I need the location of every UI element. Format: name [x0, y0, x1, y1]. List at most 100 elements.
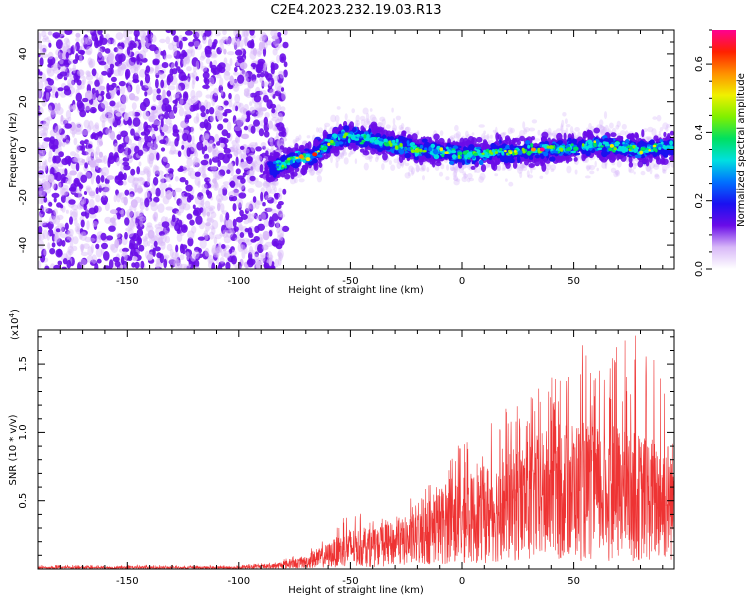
- spectrogram-cell: [633, 171, 636, 175]
- spectrogram-cell: [158, 113, 165, 121]
- spectrogram-cell: [196, 141, 204, 151]
- spectrogram-cell: [192, 209, 199, 216]
- spectrogram-cell: [73, 153, 80, 163]
- spectrogram-cell: [470, 165, 476, 170]
- spectrogram-cell: [193, 116, 200, 124]
- spectrogram-cell: [46, 231, 50, 241]
- spectrogram-cell: [205, 94, 211, 99]
- spectrogram-cell: [120, 264, 124, 269]
- spectrogram-cell: [85, 74, 94, 81]
- spectrogram-cell: [211, 98, 216, 107]
- spectrogram-cell: [274, 258, 280, 268]
- spectrogram-cell: [163, 254, 170, 259]
- spectrogram-cell: [106, 38, 111, 46]
- spectrogram-cell: [279, 137, 285, 146]
- spectrogram-cell: [51, 181, 56, 190]
- spectrogram-cell: [76, 100, 84, 109]
- spectrogram-cell: [49, 248, 56, 255]
- spectrogram-cell: [215, 31, 221, 37]
- spectrogram-cell: [184, 102, 191, 111]
- spectrogram-cell: [216, 141, 221, 146]
- spectrogram-cell: [236, 55, 244, 60]
- spectrogram-cell: [51, 242, 56, 248]
- spectrogram-cell: [131, 102, 137, 110]
- spectrogram-cell: [178, 53, 185, 60]
- spectrogram-cell: [136, 166, 141, 175]
- spectrogram-cell: [268, 120, 273, 130]
- spectrogram-cell: [108, 259, 114, 269]
- spectrogram-cell: [185, 248, 190, 254]
- spectrogram-cell: [531, 119, 538, 124]
- spectrogram-cell: [60, 133, 67, 140]
- spectrogram-cell: [92, 100, 99, 107]
- spectrogram-cell: [186, 48, 194, 54]
- spectrogram-cell: [45, 85, 53, 90]
- spectrogram-cell: [157, 236, 163, 245]
- spectrogram-cell: [195, 76, 199, 82]
- spectrogram-cell: [208, 207, 214, 212]
- spectrogram-cell: [124, 217, 130, 226]
- spectrogram-cell: [91, 108, 96, 114]
- spectrogram-cell: [658, 130, 662, 135]
- spectrogram-cell: [172, 48, 177, 57]
- spectrogram-cell: [603, 111, 608, 120]
- spectrogram-cell: [143, 128, 151, 136]
- spectrogram-cell: [72, 59, 78, 64]
- spectrogram-cell: [258, 128, 265, 137]
- spectrogram-cell: [483, 135, 490, 140]
- spectrogram-cell: [127, 83, 133, 93]
- spectrogram-cell: [235, 156, 239, 167]
- spectrogram-cell: [138, 30, 147, 38]
- spectrogram-cell: [222, 112, 227, 117]
- spectrogram-cell: [68, 248, 73, 254]
- spectrogram-cell: [215, 247, 222, 253]
- spectrogram-cell: [229, 233, 238, 241]
- spectrogram-cell: [133, 222, 139, 227]
- spectrogram-cell: [73, 137, 78, 146]
- spectrogram-cell: [599, 124, 603, 130]
- spectrogram-cell: [212, 150, 217, 158]
- spectrogram-cell: [48, 42, 52, 48]
- spectrogram-cell: [359, 148, 365, 153]
- spectrogram-cell: [83, 204, 87, 211]
- spectrogram-cell: [519, 171, 523, 179]
- spectrogram-cell: [89, 160, 97, 168]
- spectrogram-cell: [239, 232, 245, 238]
- spectrogram-cell: [476, 136, 483, 143]
- spectrogram-cell: [550, 168, 555, 172]
- spectrogram-cell: [234, 137, 239, 143]
- spectrogram-cell: [234, 66, 238, 73]
- spectrogram-cell: [52, 138, 59, 148]
- spectrogram-cell: [242, 172, 246, 177]
- spectrogram-cell: [264, 207, 273, 212]
- spectrogram-cell: [223, 235, 232, 244]
- spectrogram-cell: [248, 203, 254, 212]
- spectrogram-cell: [243, 88, 250, 97]
- spectrogram-cell: [125, 68, 131, 79]
- spectrogram-cell: [214, 179, 218, 189]
- spectrogram-cell: [152, 176, 159, 186]
- spectrogram-cell: [280, 106, 286, 112]
- spectrogram-cell: [85, 170, 93, 179]
- spectrogram-cell: [41, 141, 49, 149]
- spectrogram-cell: [81, 159, 86, 164]
- spectrogram-cell: [179, 177, 186, 183]
- spectrogram-cell: [200, 199, 205, 207]
- spectrogram-cell: [51, 233, 56, 242]
- spectrogram-cell: [155, 78, 159, 89]
- spectrogram-cell: [241, 70, 246, 75]
- spectrogram-cell: [199, 55, 205, 61]
- spectrogram-cell: [103, 155, 108, 165]
- spectrogram-cell: [96, 258, 102, 264]
- spectrogram-cell: [91, 254, 98, 264]
- spectrogram-cell: [660, 157, 666, 165]
- spectrogram-cell: [80, 211, 87, 217]
- spectrogram-cell: [136, 228, 144, 237]
- spectrogram-cell: [166, 54, 173, 59]
- spectrogram-cell: [48, 201, 53, 207]
- spectrogram-cell: [172, 208, 179, 214]
- spectrogram-cell: [204, 247, 210, 257]
- spectrogram-cell: [247, 85, 251, 93]
- spectrogram-cell: [195, 215, 203, 225]
- spectrogram-cell: [270, 30, 278, 37]
